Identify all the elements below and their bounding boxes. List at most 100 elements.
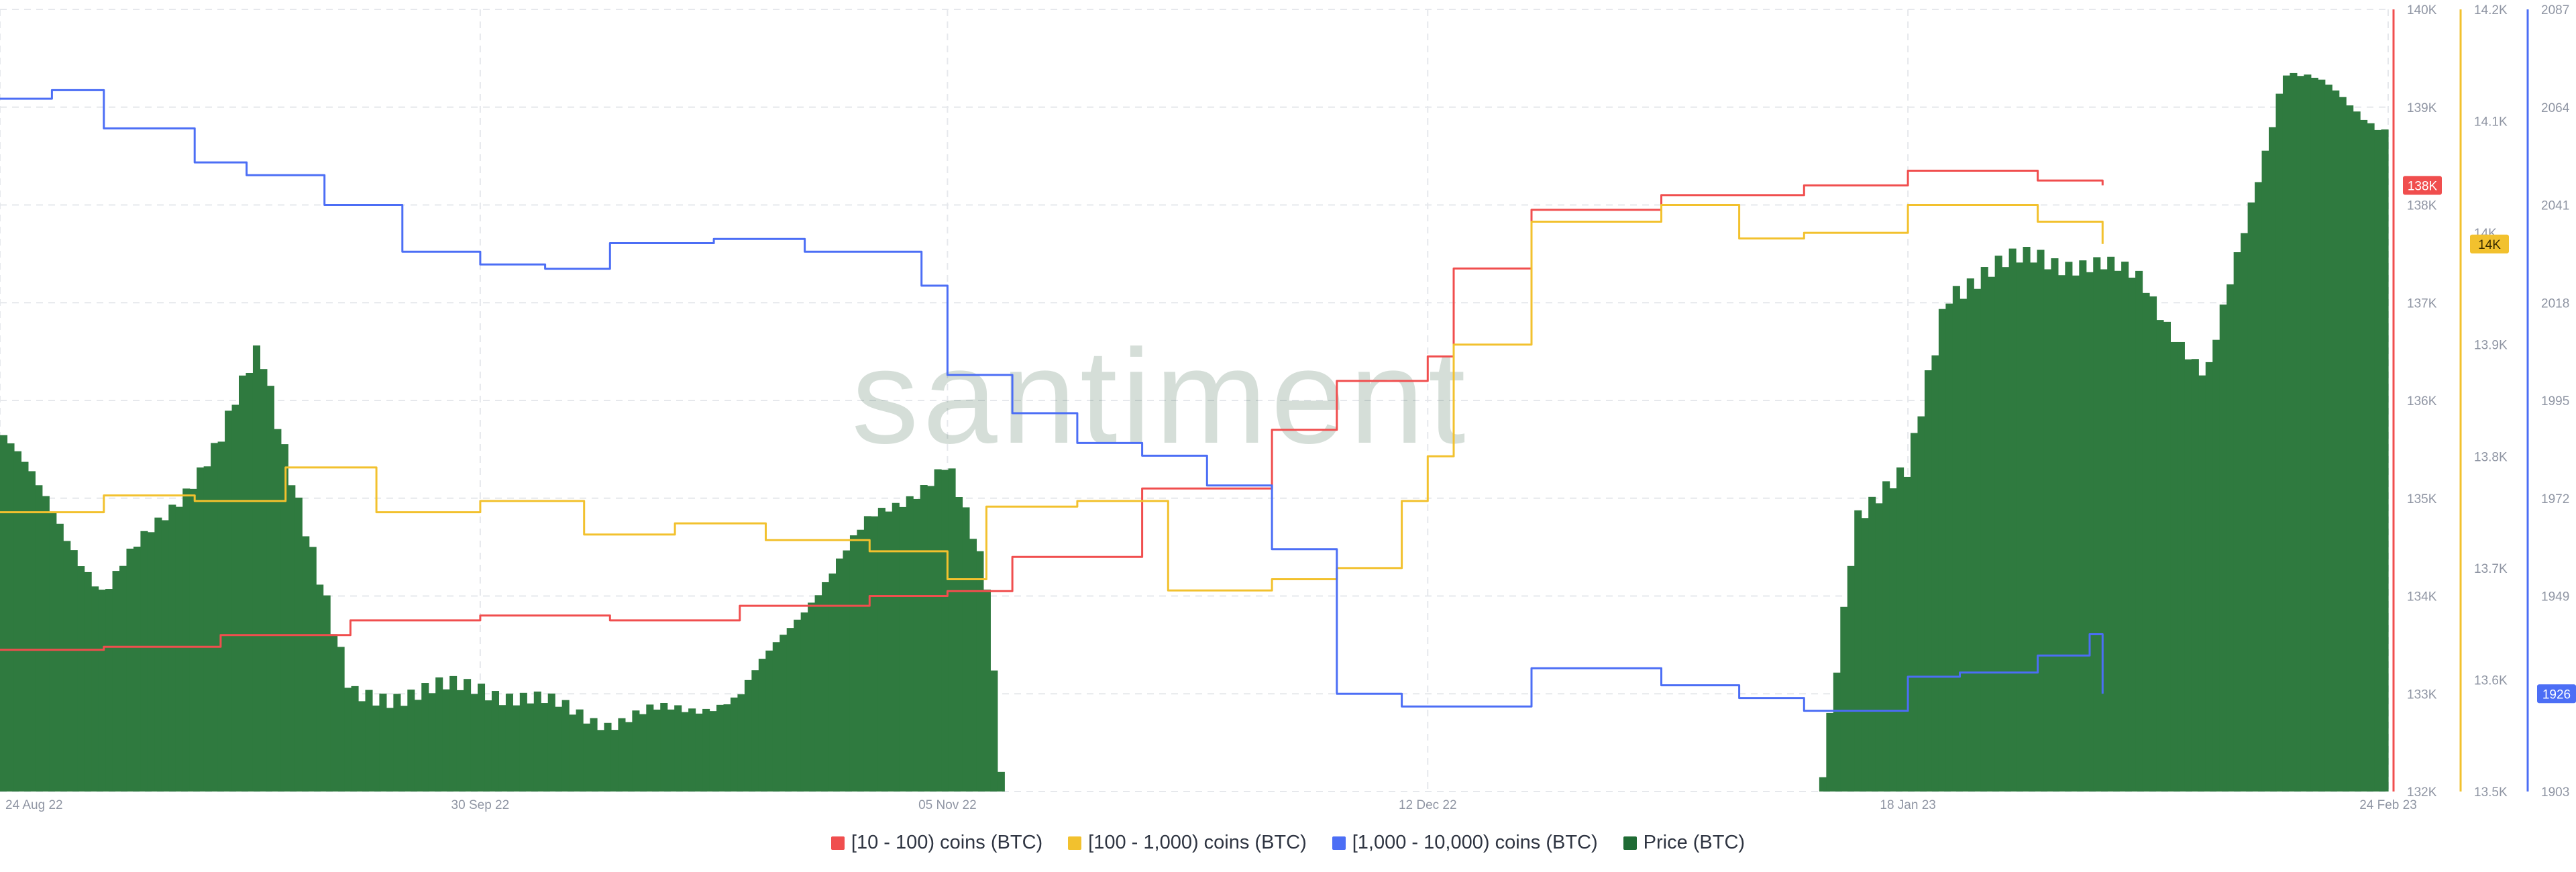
price-bar <box>2086 272 2094 792</box>
price-bar <box>323 595 331 792</box>
price-bar <box>857 529 865 792</box>
price-bar <box>863 516 871 792</box>
price-bar <box>147 532 155 792</box>
price-bar <box>794 619 802 792</box>
price-bar <box>786 628 794 792</box>
price-bar <box>505 694 513 792</box>
y-tick-label-red: 140K <box>2407 3 2437 17</box>
price-bar <box>1903 476 1911 792</box>
price-bar <box>948 468 956 792</box>
price-bar <box>702 708 710 792</box>
price-bar <box>2057 275 2065 792</box>
price-bar <box>365 690 373 792</box>
price-bar <box>266 386 274 792</box>
price-bar <box>2241 233 2249 792</box>
legend-label: [100 - 1,000) coins (BTC) <box>1088 832 1307 853</box>
price-layer <box>0 72 2389 792</box>
price-bar <box>2065 262 2073 792</box>
price-bar <box>2304 74 2312 792</box>
price-bar <box>491 691 500 792</box>
legend-label: Price (BTC) <box>1643 832 1746 853</box>
value-badge-blue: 1926 <box>2537 684 2576 704</box>
price-bar <box>2008 248 2017 792</box>
value-badge-bg-red <box>2403 176 2442 195</box>
price-bar <box>2002 267 2010 792</box>
price-bar <box>941 470 949 792</box>
price-bar <box>2261 150 2269 792</box>
value-badge-text-yellow: 14K <box>2478 238 2501 252</box>
price-bar <box>217 441 225 792</box>
price-bar <box>997 771 1005 792</box>
price-bar <box>709 711 717 792</box>
price-bar <box>2339 97 2347 792</box>
price-bar <box>2269 127 2277 792</box>
price-bar <box>849 535 858 792</box>
price-bar <box>464 679 472 792</box>
legend-item[interactable]: Price (BTC) <box>1623 832 1745 854</box>
price-bar <box>280 444 288 792</box>
price-bar <box>1896 467 1904 792</box>
price-bar <box>1952 286 1960 792</box>
price-bar <box>56 523 64 792</box>
price-bar <box>211 443 219 792</box>
y-tick-label-red: 134K <box>2407 590 2437 604</box>
y-tick-label-yellow: 13.6K <box>2474 673 2508 688</box>
price-bar <box>2353 111 2361 792</box>
price-bar <box>1882 481 1890 792</box>
price-bar <box>288 485 296 792</box>
price-bar <box>2233 252 2241 792</box>
value-badge-yellow: 14K <box>2470 234 2509 254</box>
price-bar <box>2296 76 2304 792</box>
price-bar <box>513 705 521 792</box>
price-bar <box>302 536 310 792</box>
legend-label: [1,000 - 10,000) coins (BTC) <box>1352 832 1598 853</box>
price-bar <box>2163 321 2171 792</box>
price-bar <box>442 689 450 792</box>
x-tick-label: 24 Feb 23 <box>2359 798 2417 812</box>
x-tick-label: 24 Aug 22 <box>5 798 63 812</box>
series-layer <box>0 89 2104 712</box>
price-bar <box>2374 129 2382 792</box>
price-bar <box>583 723 591 792</box>
price-bar <box>316 584 324 792</box>
price-bar <box>2324 85 2332 792</box>
y-tick-label-red: 133K <box>2407 688 2437 702</box>
price-bar <box>2346 105 2354 792</box>
value-badge-bg-blue <box>2537 684 2576 704</box>
price-bar <box>569 714 577 792</box>
price-bar <box>1861 518 1869 792</box>
y-tick-label-blue: 2041 <box>2541 199 2569 213</box>
price-bar <box>225 411 233 792</box>
price-bar <box>2205 362 2213 792</box>
y-tick-label-yellow: 13.8K <box>2474 450 2508 464</box>
y-tick-label-yellow: 14.1K <box>2474 115 2508 129</box>
legend-item[interactable]: [100 - 1,000) coins (BTC) <box>1068 832 1307 854</box>
watermark: santiment <box>851 322 1469 472</box>
y-tick-label-blue: 2018 <box>2541 296 2569 311</box>
price-bar <box>2142 292 2150 792</box>
price-bar <box>877 508 885 792</box>
price-bar <box>478 684 486 792</box>
price-bar <box>990 670 998 792</box>
price-bar <box>2016 262 2024 792</box>
price-bar <box>386 708 394 792</box>
legend-item[interactable]: [10 - 100) coins (BTC) <box>830 832 1042 854</box>
price-bar <box>168 504 176 792</box>
price-bar <box>2128 277 2136 792</box>
price-bar <box>337 647 345 792</box>
price-bar <box>2177 341 2185 792</box>
price-bar <box>927 486 935 792</box>
legend-item[interactable]: [1,000 - 10,000) coins (BTC) <box>1332 832 1598 854</box>
price-bar <box>309 547 317 792</box>
price-bar <box>77 566 85 792</box>
price-bar <box>955 497 963 792</box>
price-bar <box>962 507 970 792</box>
price-bar <box>765 650 773 792</box>
price-bar <box>1819 777 1827 792</box>
price-bar <box>2184 359 2192 792</box>
price-bar <box>716 704 724 792</box>
price-bar <box>161 520 169 792</box>
price-bar <box>1826 712 1834 792</box>
price-bar <box>2318 79 2326 792</box>
price-bar <box>758 659 766 792</box>
